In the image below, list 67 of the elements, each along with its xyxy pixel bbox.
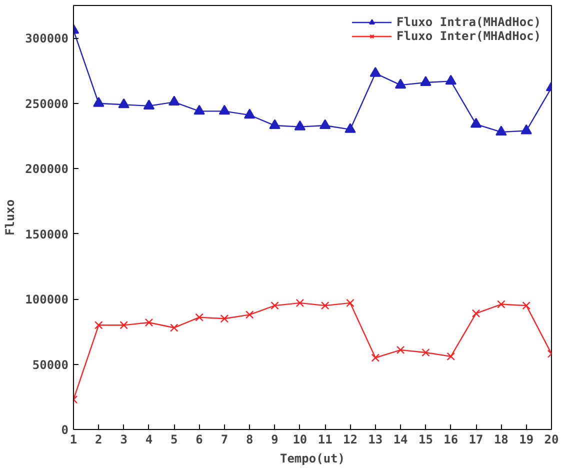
y-tick-label: 200000 — [25, 162, 69, 176]
point — [344, 123, 356, 133]
x-tick-label: 13 — [368, 432, 383, 446]
point — [394, 78, 406, 89]
point — [470, 118, 482, 128]
y-tick-label: 0 — [61, 423, 69, 437]
x-tick-label: 6 — [196, 432, 203, 446]
point — [244, 108, 256, 119]
point — [270, 301, 279, 310]
y-axis-title: Fluxo — [3, 199, 18, 236]
y-tick-label: 100000 — [25, 292, 69, 307]
x-tick-label: 5 — [170, 432, 178, 446]
point — [497, 300, 506, 308]
x-tick-label: 15 — [418, 432, 433, 446]
point — [420, 76, 432, 86]
x-tick-label: 16 — [444, 432, 458, 446]
point — [522, 301, 530, 310]
x-tick-label: 3 — [120, 432, 128, 446]
x-tick-label: 11 — [318, 432, 332, 446]
point — [520, 124, 532, 134]
y-tick-label: 50000 — [32, 358, 68, 372]
x-tick-label: 2 — [95, 432, 102, 446]
x-tick-label: 12 — [343, 432, 358, 446]
point — [195, 313, 204, 322]
point — [218, 104, 230, 115]
point — [294, 120, 306, 130]
point — [422, 348, 430, 357]
x-tick-label: 18 — [494, 432, 508, 446]
y-tick-label: 300000 — [25, 32, 69, 46]
point — [346, 298, 354, 308]
point — [143, 100, 155, 110]
point — [371, 354, 380, 362]
x-tick-label: 1 — [70, 432, 78, 446]
point — [168, 96, 180, 106]
point — [445, 74, 456, 85]
legend-label: Fluxo Intra(MHAdHoc) — [396, 15, 541, 29]
point — [269, 119, 280, 130]
point — [118, 98, 130, 108]
x-tick-label: 14 — [393, 432, 408, 446]
x-axis-title: Tempo(ut) — [280, 452, 346, 466]
x-tick-label: 7 — [220, 432, 228, 446]
point — [472, 309, 480, 318]
point — [396, 346, 405, 354]
legend-label: Fluxo Inter(MHAdHoc) — [396, 29, 541, 43]
point — [120, 320, 128, 330]
point — [94, 320, 103, 330]
point — [446, 352, 456, 361]
y-tick-label: 150000 — [25, 227, 69, 242]
point — [144, 318, 154, 327]
x-tick-label: 9 — [271, 432, 278, 446]
point — [296, 298, 304, 308]
y-tick-label: 250000 — [25, 96, 69, 111]
x-tick-label: 10 — [292, 432, 308, 446]
point — [170, 324, 178, 332]
point — [245, 310, 254, 319]
point — [220, 314, 229, 323]
point — [93, 96, 104, 107]
x-tick-label: 8 — [246, 432, 254, 446]
point — [319, 119, 331, 130]
point — [496, 126, 507, 136]
point — [370, 66, 381, 77]
point — [194, 104, 205, 115]
point — [320, 301, 330, 310]
x-tick-label: 4 — [145, 432, 153, 446]
x-tick-label: 20 — [544, 432, 559, 446]
x-tick-label: 19 — [519, 432, 534, 446]
x-tick-label: 17 — [468, 432, 484, 446]
